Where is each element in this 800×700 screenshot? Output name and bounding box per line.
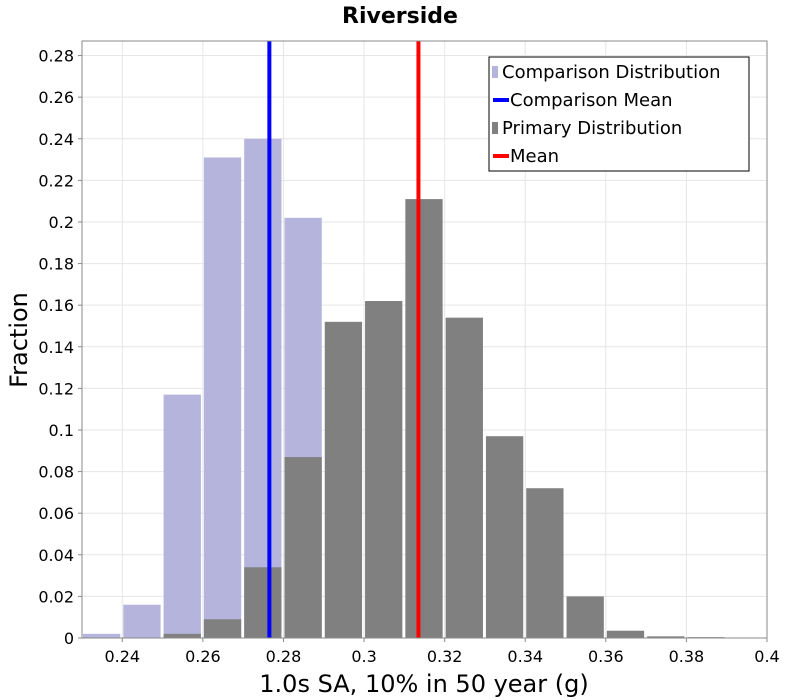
x-tick-label: 0.4 <box>754 647 779 666</box>
x-tick-label: 0.3 <box>351 647 376 666</box>
y-tick-label: 0.24 <box>38 130 74 149</box>
y-tick-label: 0.14 <box>38 338 74 357</box>
primary-distribution-bar <box>324 321 363 638</box>
legend-label-primary-distribution: Primary Distribution <box>502 118 682 139</box>
x-tick-label: 0.28 <box>266 647 302 666</box>
comparison-distribution-bar <box>123 604 161 638</box>
legend-box <box>488 56 750 172</box>
y-tick-label: 0.08 <box>38 463 74 482</box>
legend: Comparison Distribution Comparison Mean Pr… <box>488 56 750 172</box>
y-tick-label: 0.28 <box>38 47 74 66</box>
y-tick-label: 0.26 <box>38 88 74 107</box>
primary-distribution-bar <box>526 488 564 638</box>
primary-distribution-bar <box>647 636 685 638</box>
x-tick-label: 0.32 <box>427 647 463 666</box>
legend-label-mean: Mean <box>510 146 559 167</box>
y-tick-label: 0.1 <box>49 421 74 440</box>
x-tick-label: 0.34 <box>507 647 543 666</box>
comparison-distribution-bar <box>83 633 121 638</box>
legend-swatch-comparison-distribution <box>492 66 498 78</box>
x-tick-label: 0.38 <box>669 647 705 666</box>
chart-title: Riverside <box>342 4 458 29</box>
primary-distribution-bar <box>445 317 483 638</box>
y-axis-label: Fraction <box>5 292 33 388</box>
comparison-distribution-bar <box>203 157 242 639</box>
primary-distribution-bar <box>566 596 604 638</box>
y-tick-label: 0.18 <box>38 255 74 274</box>
primary-distribution-bar <box>606 630 645 638</box>
y-tick-label: 0.02 <box>38 587 74 606</box>
legend-swatch-primary-distribution <box>492 122 498 134</box>
x-tick-label: 0.36 <box>588 647 624 666</box>
primary-distribution-bar <box>405 199 443 639</box>
primary-distribution-bar <box>244 567 282 638</box>
y-tick-label: 0.12 <box>38 379 74 398</box>
y-tick-label: 0.06 <box>38 504 74 523</box>
y-tick-label: 0 <box>64 629 74 648</box>
comparison-distribution-bar <box>163 394 201 638</box>
x-tick-label: 0.26 <box>185 647 221 666</box>
primary-distribution-bar <box>284 457 322 638</box>
x-axis-label: 1.0s SA, 10% in 50 year (g) <box>259 670 588 698</box>
x-tick-label: 0.24 <box>104 647 140 666</box>
y-tick-label: 0.16 <box>38 296 74 315</box>
plot-area <box>81 40 768 639</box>
comparison-distribution-bar <box>244 138 282 639</box>
y-tick-label: 0.04 <box>38 546 74 565</box>
primary-distribution-bar <box>365 301 403 638</box>
legend-label-comparison-distribution: Comparison Distribution <box>502 62 721 83</box>
primary-distribution-bar <box>203 619 242 638</box>
primary-distribution-bar <box>163 633 201 638</box>
y-tick-label: 0.2 <box>49 213 74 232</box>
primary-distribution-bar <box>485 436 524 638</box>
legend-label-comparison-mean: Comparison Mean <box>510 90 673 111</box>
y-tick-label: 0.22 <box>38 171 74 190</box>
